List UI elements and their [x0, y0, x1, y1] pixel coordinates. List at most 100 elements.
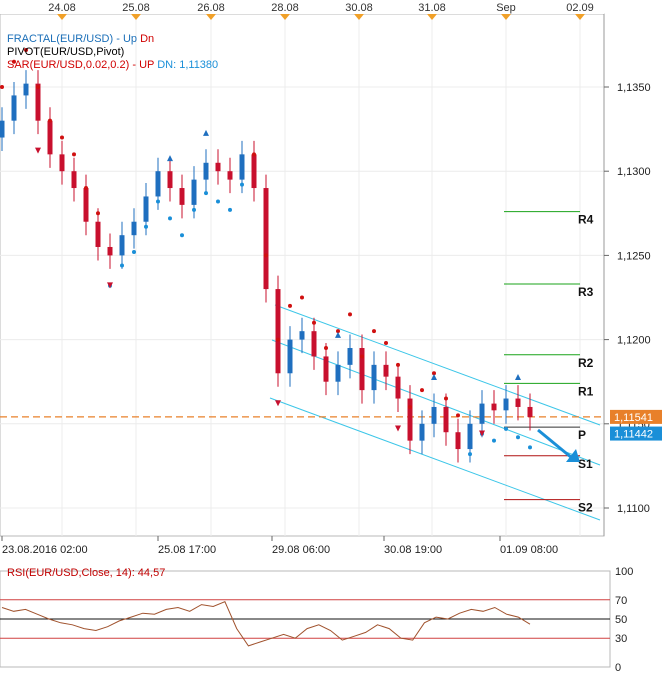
- sar-dot: [324, 346, 328, 351]
- sar-dot: [12, 59, 16, 64]
- sar-dot: [192, 207, 196, 212]
- candle-body: [11, 95, 17, 121]
- pivot-label-S2: S2: [578, 501, 593, 515]
- rsi-tick-label: 0: [615, 662, 621, 674]
- sar-dot: [336, 329, 340, 334]
- top-date-label: 28.08: [271, 2, 299, 14]
- candle-body: [35, 83, 41, 121]
- session-marker-icon: [206, 14, 216, 20]
- legend-pivot-name: PIVOT(EUR/USD,Pivot): [7, 46, 125, 58]
- candle-body: [0, 120, 5, 138]
- rsi-tick-label: 100: [615, 566, 633, 578]
- sar-dot: [156, 199, 160, 204]
- legend-sar-name: SAR(EUR/USD,0.02,0.2): [7, 59, 130, 71]
- candle-body: [167, 171, 173, 189]
- rsi-chart[interactable]: 100 70 50 30 0: [0, 560, 670, 674]
- candle-body: [71, 171, 77, 189]
- candle-body: [335, 364, 341, 382]
- candle-body: [299, 331, 305, 340]
- fractal-down-icon: [275, 400, 281, 407]
- sar-dot: [72, 152, 76, 157]
- legend-sar-dn: DN: 1,11380: [157, 59, 219, 71]
- sar-dot: [228, 207, 232, 212]
- pivot-label-P: P: [578, 428, 586, 442]
- legend-sar: SAR(EUR/USD,0.02,0.2) - UP DN: 1,11380: [7, 59, 219, 71]
- sar-dot: [0, 85, 4, 89]
- candle-body: [503, 398, 509, 411]
- sar-dot: [180, 233, 184, 238]
- sar-dot: [60, 135, 64, 140]
- session-marker-icon: [575, 14, 585, 20]
- fractal-down-icon: [107, 282, 113, 289]
- candle-body: [95, 221, 101, 247]
- pivot-label-S1: S1: [578, 457, 593, 471]
- top-date-label: Sep: [496, 2, 516, 14]
- legend-sar-up: UP: [139, 59, 155, 71]
- sar-dot: [288, 303, 292, 308]
- candle-body: [275, 289, 281, 374]
- top-date-label: 30.08: [345, 2, 373, 14]
- pivot-label-R4: R4: [578, 213, 594, 227]
- candle-body: [515, 398, 521, 407]
- candle-body: [131, 221, 137, 236]
- price-tick-label: 1,1100: [617, 503, 650, 515]
- sar-dot: [132, 250, 136, 255]
- sar-dot: [300, 295, 304, 300]
- sar-dot: [240, 182, 244, 187]
- rsi-tick-label: 70: [615, 595, 627, 607]
- sar-dot: [96, 211, 100, 216]
- sar-dot: [468, 452, 472, 457]
- sar-dot: [144, 224, 148, 229]
- sar-dot: [252, 152, 256, 157]
- candle-body: [119, 235, 125, 256]
- legend-fractal: FRACTAL(EUR/USD) - Up Dn: [7, 33, 155, 45]
- candle-body: [251, 154, 257, 189]
- sar-dot: [432, 371, 436, 376]
- price-tick-label: 1,1350: [617, 82, 651, 94]
- sar-dot: [204, 191, 208, 196]
- top-date-label: 31.08: [418, 2, 446, 14]
- candle-body: [383, 364, 389, 377]
- sar-dot: [84, 186, 88, 191]
- legend-fractal-dn: Dn: [140, 33, 155, 45]
- candle-body: [455, 432, 461, 450]
- candle-body: [347, 348, 353, 365]
- session-marker-icon: [280, 14, 290, 20]
- candle-body: [263, 188, 269, 290]
- candle-body: [431, 406, 437, 424]
- sar-dot: [120, 263, 124, 268]
- sar-dot: [384, 340, 388, 345]
- legend-pivot: PIVOT(EUR/USD,Pivot): [7, 45, 124, 59]
- fractal-up-icon: [335, 331, 341, 338]
- candle-body: [143, 196, 149, 222]
- sar-dot: [372, 329, 376, 334]
- candle-body: [239, 154, 245, 180]
- bottom-date-label: 30.08 19:00: [384, 544, 442, 556]
- candle-body: [83, 188, 89, 222]
- sar-dot: [396, 362, 400, 367]
- price-tick-label: 1,1300: [617, 166, 651, 178]
- sar-dot: [528, 445, 532, 450]
- current-price-tag-label: 1,11541: [614, 412, 653, 424]
- price-tick-label: 1,1250: [617, 250, 651, 262]
- candle-body: [179, 188, 185, 205]
- candle-body: [227, 171, 233, 180]
- pivot-label-R1: R1: [578, 384, 594, 398]
- pivot-label-R2: R2: [578, 356, 594, 370]
- fractal-up-icon: [515, 374, 521, 381]
- top-date-label: 24.08: [48, 2, 76, 14]
- sar-dot: [516, 435, 520, 440]
- candle-body: [215, 162, 221, 172]
- channel-upper-line: [274, 304, 601, 426]
- bottom-date-label: 25.08 17:00: [158, 544, 216, 556]
- bottom-date-label: 29.08 06:00: [272, 544, 330, 556]
- candle-body: [443, 406, 449, 433]
- sar-dot: [408, 404, 412, 409]
- sar-dot: [168, 216, 172, 221]
- sar-price-tag: [610, 426, 662, 441]
- candle-body: [59, 154, 65, 172]
- session-marker-icon: [427, 14, 437, 20]
- candle-body: [419, 423, 425, 441]
- sar-dot: [504, 426, 508, 431]
- price-chart[interactable]: 24.08 25.08 26.08 28.08 30.08 31.08 Sep 02.09 R…: [0, 0, 670, 560]
